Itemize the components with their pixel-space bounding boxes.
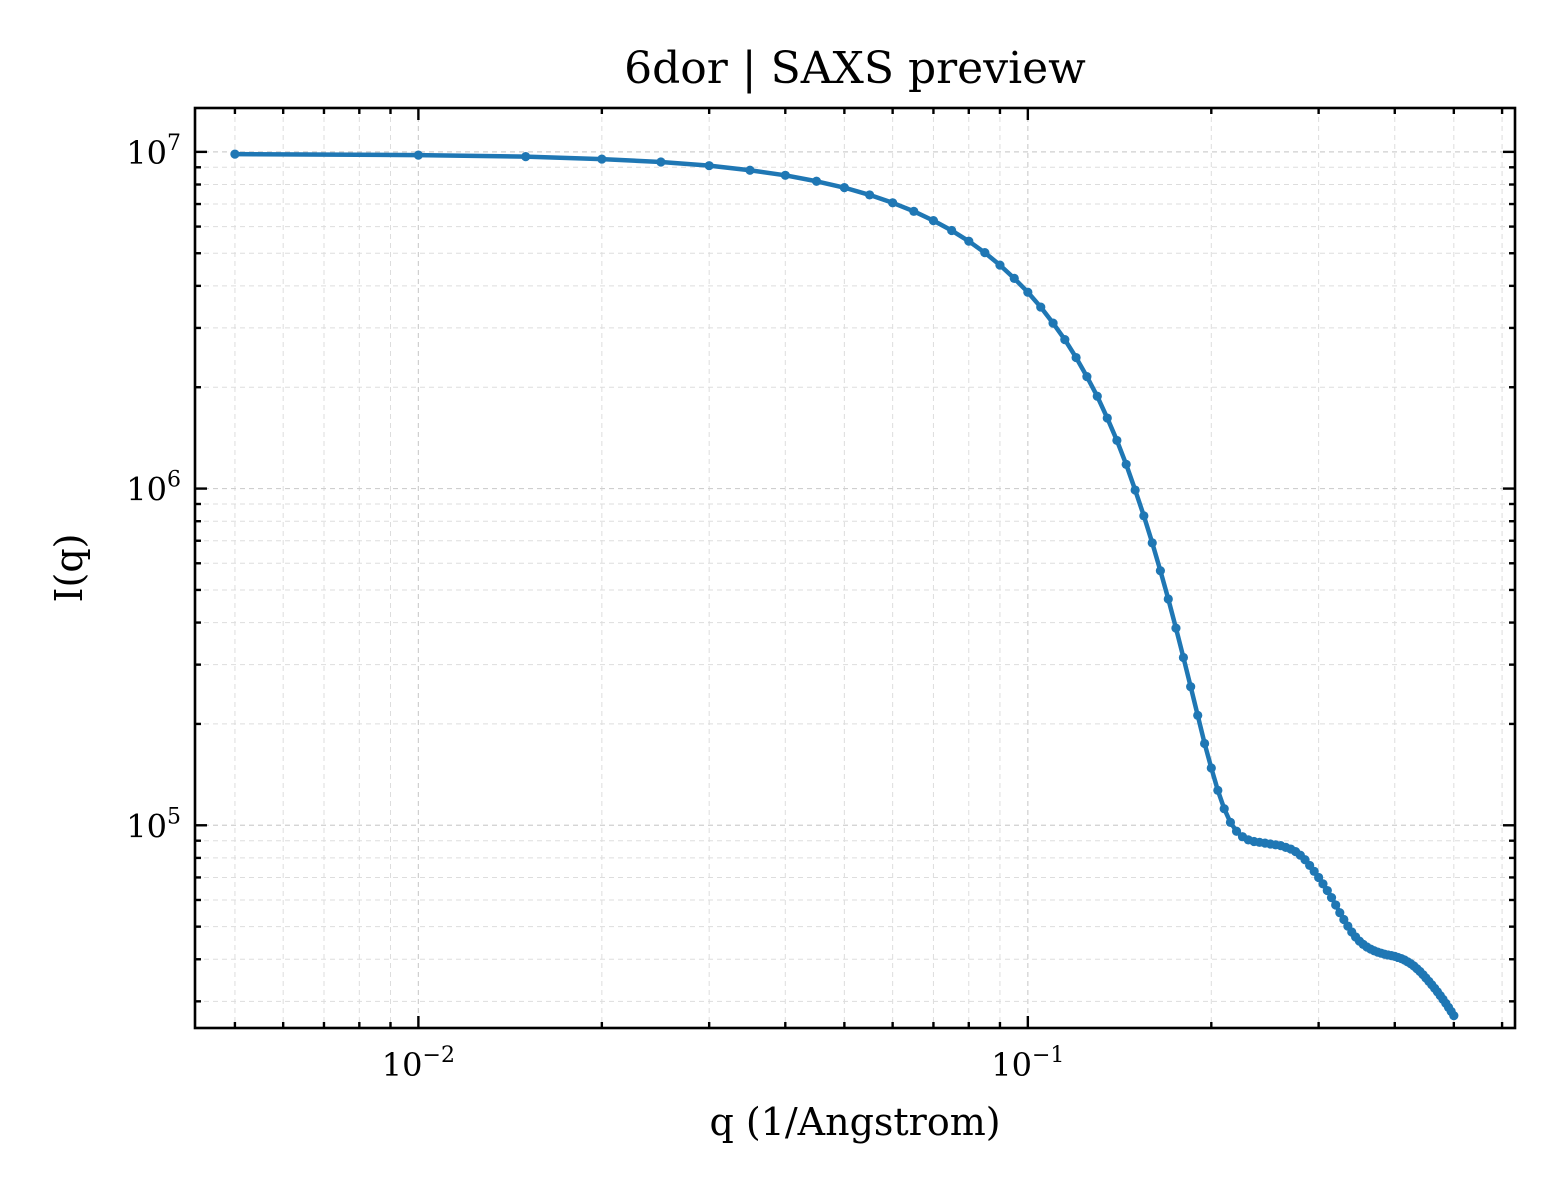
data-point [1231,826,1242,836]
data-point [1092,391,1102,401]
data-point [1318,879,1328,889]
data-point [780,170,790,180]
x-tick-label: 10−1 [991,1043,1064,1084]
grid [195,108,1515,1028]
chart-title: 6dor | SAXS preview [624,43,1086,94]
data-point [1206,763,1216,773]
data-point [980,248,990,258]
data-point [1163,594,1173,604]
data-point [1036,302,1046,312]
data-point [1112,435,1122,446]
tick-labels: 10−2 10−1 105 106 107 [126,131,1064,1084]
data-point [1331,900,1341,910]
data-point [995,260,1005,270]
data-point [1023,287,1033,297]
data-point [1225,817,1236,827]
data-point [1213,785,1223,795]
data-point [1186,682,1196,692]
data-point [1060,335,1070,345]
y-tick-label: 107 [126,131,181,172]
data-point [928,216,939,226]
data-point [521,152,531,162]
data-point [1147,538,1157,548]
data-point [1071,352,1081,363]
data-point [964,236,974,246]
plot-frame [193,106,1517,1030]
x-tick-label: 10−2 [382,1043,455,1084]
data-point [597,154,607,164]
data-point [1130,485,1140,495]
data-point [839,183,849,193]
data-point [1155,566,1165,576]
data-point [413,150,423,160]
data-point [1009,273,1019,283]
x-axis-label: q (1/Angstrom) [709,1100,1000,1144]
data-point [1171,623,1181,633]
data-point [1200,738,1210,749]
data-point [947,225,957,236]
data-point [745,165,755,175]
series [230,149,1459,1021]
data-point [1082,372,1092,382]
data-point [656,157,666,167]
data-point [1449,1011,1459,1021]
data-point [909,206,919,216]
y-axis-label: I(q) [47,534,91,603]
y-tick-label: 106 [126,468,181,509]
data-point [888,198,898,208]
data-point [1102,413,1112,423]
data-point [1178,652,1189,663]
y-tick-label: 105 [126,804,181,845]
data-point [1326,892,1337,903]
data-point [230,149,240,159]
data-point [865,190,875,200]
data-point [811,176,822,186]
data-point [1219,804,1229,814]
data-point [704,161,714,171]
data-point [1121,459,1131,469]
data-point [1335,908,1345,918]
data-point [1193,710,1203,721]
data-point [1048,318,1058,328]
data-point [1314,872,1324,883]
data-point [1139,511,1149,521]
data-point [1322,885,1332,896]
